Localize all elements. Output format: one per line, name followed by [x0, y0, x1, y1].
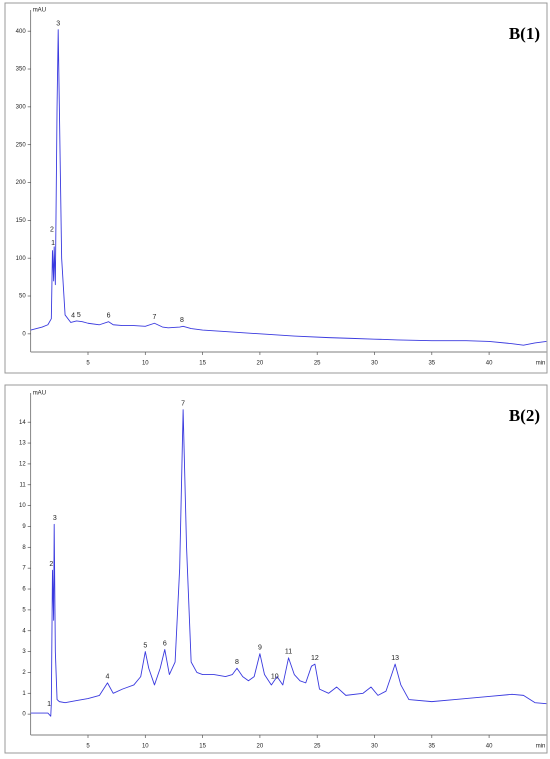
peak-label: 5 [143, 642, 147, 649]
peak-label: 1 [47, 701, 51, 708]
y-axis-label: mAU [33, 8, 46, 14]
x-tick-label: 30 [371, 744, 378, 750]
panel-frame [4, 384, 548, 754]
peak-label: 11 [285, 649, 292, 656]
y-tick-label: 100 [16, 256, 27, 262]
y-tick-label: 10 [19, 503, 26, 509]
y-tick-label: 300 [16, 104, 27, 110]
peak-label: 12 [311, 655, 319, 662]
y-tick-label: 7 [22, 566, 26, 572]
y-tick-label: 150 [16, 218, 27, 224]
x-tick-label: 15 [199, 361, 206, 367]
y-tick-label: 200 [16, 180, 27, 186]
y-tick-label: 400 [16, 29, 27, 35]
chromatogram-line [30, 29, 547, 346]
x-axis-label: min [536, 361, 546, 367]
x-tick-label: 5 [86, 744, 90, 750]
panel-frame [4, 2, 548, 374]
peak-label: 6 [163, 640, 167, 647]
x-axis-label: min [536, 744, 546, 750]
peak-label: 4 [71, 313, 75, 320]
x-tick-label: 20 [257, 744, 264, 750]
y-tick-label: 5 [22, 607, 26, 613]
x-tick-label: 40 [486, 361, 493, 367]
peak-label: 5 [77, 312, 81, 319]
peak-label: 2 [49, 561, 53, 568]
x-tick-label: 40 [486, 744, 493, 750]
y-tick-label: 50 [19, 294, 26, 300]
y-axis-label: mAU [33, 391, 46, 397]
peak-label: 1 [51, 240, 55, 247]
peak-label: 13 [391, 655, 399, 662]
x-tick-label: 30 [371, 361, 378, 367]
y-tick-label: 8 [22, 545, 26, 551]
x-tick-label: 35 [428, 744, 435, 750]
peak-label: 8 [180, 317, 184, 324]
x-tick-label: 25 [314, 361, 321, 367]
peak-label: 8 [235, 659, 239, 666]
peak-label: 7 [153, 314, 157, 321]
peak-label: 2 [50, 226, 54, 233]
x-tick-label: 10 [142, 744, 149, 750]
y-tick-label: 350 [16, 67, 27, 73]
peak-label: 6 [107, 313, 111, 320]
y-tick-label: 4 [22, 628, 26, 634]
x-tick-label: 5 [86, 361, 90, 367]
x-tick-label: 15 [199, 744, 206, 750]
y-tick-label: 3 [22, 649, 26, 655]
chart-title: B(2) [509, 406, 540, 425]
peak-label: 4 [106, 674, 110, 681]
y-tick-label: 0 [22, 712, 26, 718]
x-tick-label: 25 [314, 744, 321, 750]
y-tick-label: 11 [19, 482, 26, 488]
y-tick-label: 9 [22, 524, 26, 530]
y-tick-label: 250 [16, 142, 27, 148]
peak-label: 10 [271, 674, 279, 681]
x-tick-label: 10 [142, 361, 149, 367]
chart-title: B(1) [509, 24, 540, 43]
chromatogram-line [30, 409, 547, 717]
peak-label: 7 [181, 401, 185, 408]
y-tick-label: 13 [19, 441, 26, 447]
peak-label: 3 [53, 515, 57, 522]
x-tick-label: 20 [257, 361, 264, 367]
y-tick-label: 14 [19, 420, 26, 426]
peak-label: 9 [258, 645, 262, 652]
y-tick-label: 6 [22, 587, 26, 593]
y-tick-label: 12 [19, 461, 26, 467]
peak-label: 3 [56, 21, 60, 28]
y-tick-label: 2 [22, 670, 26, 676]
y-tick-label: 0 [22, 331, 26, 337]
y-tick-label: 1 [22, 691, 26, 697]
x-tick-label: 35 [428, 361, 435, 367]
